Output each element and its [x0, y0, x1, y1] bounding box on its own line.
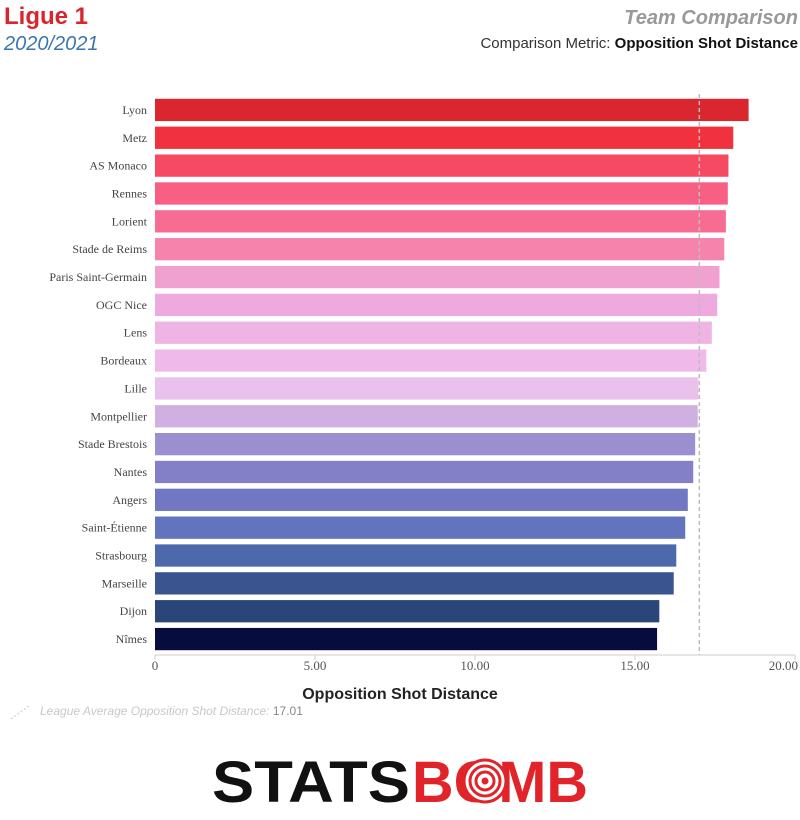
- league-average-legend-text: League Average Opposition Shot Distance:…: [40, 704, 303, 718]
- team-label: Lens: [124, 326, 148, 340]
- x-axis-title: Opposition Shot Distance: [302, 686, 498, 703]
- target-icon: [462, 758, 508, 804]
- bar: [155, 265, 720, 289]
- team-label: Lille: [124, 381, 147, 395]
- league-average-legend-line: [10, 704, 31, 720]
- bar: [155, 349, 707, 372]
- bar: [155, 600, 660, 623]
- svg-text:STATS: STATS: [212, 750, 410, 810]
- bar: [155, 238, 725, 261]
- bar: [155, 182, 728, 205]
- team-label: Stade de Reims: [72, 242, 147, 256]
- bar: [155, 516, 686, 539]
- bars-group: [155, 98, 749, 651]
- team-label: OGC Nice: [96, 298, 147, 312]
- comparison-metric-label: Comparison Metric:: [480, 35, 611, 52]
- x-tick-label: 5.00: [304, 658, 327, 673]
- header-left: Ligue 1 2020/2021: [4, 2, 99, 56]
- team-label: Stade Brestois: [78, 437, 147, 451]
- bar: [155, 210, 726, 233]
- team-label: AS Monaco: [89, 159, 147, 173]
- header-right: Team Comparison Comparison Metric: Oppos…: [480, 6, 798, 52]
- chart-title: Team Comparison: [624, 7, 798, 29]
- league-title: Ligue 1: [4, 3, 89, 30]
- x-tick-label: 20.00: [769, 658, 798, 673]
- bar: [155, 432, 696, 456]
- team-label: Strasbourg: [95, 549, 147, 563]
- x-tick-label: 15.00: [620, 658, 649, 673]
- x-tick-label: 0: [152, 658, 159, 673]
- league-average-label: League Average Opposition Shot Distance:: [40, 704, 270, 718]
- bar: [155, 154, 729, 177]
- team-label: Metz: [122, 131, 147, 145]
- team-label: Montpellier: [90, 409, 147, 423]
- team-label: Dijon: [120, 604, 147, 618]
- bar: [155, 405, 698, 428]
- comparison-metric-value: Opposition Shot Distance: [614, 35, 798, 52]
- bar: [155, 321, 712, 344]
- league-average-value: 17.01: [272, 704, 303, 718]
- bar: [155, 460, 694, 484]
- team-label: Lyon: [122, 103, 147, 117]
- season-subtitle: 2020/2021: [4, 33, 99, 55]
- bar: [155, 488, 688, 511]
- team-label: Nantes: [114, 465, 148, 479]
- team-label: Saint-Étienne: [82, 521, 147, 535]
- bar: [155, 377, 699, 400]
- bar: [155, 293, 718, 317]
- x-ticks-group: 0 5.00 10.00 15.00 20.00: [152, 655, 798, 673]
- bar: [155, 572, 674, 595]
- team-label: Lorient: [112, 214, 148, 228]
- x-tick-label: 10.00: [460, 658, 489, 673]
- bar: [155, 544, 677, 567]
- team-label: Rennes: [112, 186, 148, 200]
- bar: [155, 98, 749, 122]
- bar-chart: Lyon Metz AS Monaco Rennes Lorient Stade de R…: [49, 94, 798, 703]
- team-label: Nîmes: [116, 632, 148, 646]
- statsbomb-logo: STATS BOMB: [212, 750, 588, 810]
- team-label: Marseille: [102, 576, 147, 590]
- team-label: Bordeaux: [100, 354, 147, 368]
- bar: [155, 627, 658, 651]
- team-labels-group: Lyon Metz AS Monaco Rennes Lorient Stade de R…: [49, 103, 147, 646]
- team-label: Angers: [112, 493, 147, 507]
- team-label: Paris Saint-Germain: [49, 270, 147, 284]
- comparison-metric: Comparison Metric: Opposition Shot Dista…: [480, 35, 798, 52]
- bar: [155, 126, 734, 149]
